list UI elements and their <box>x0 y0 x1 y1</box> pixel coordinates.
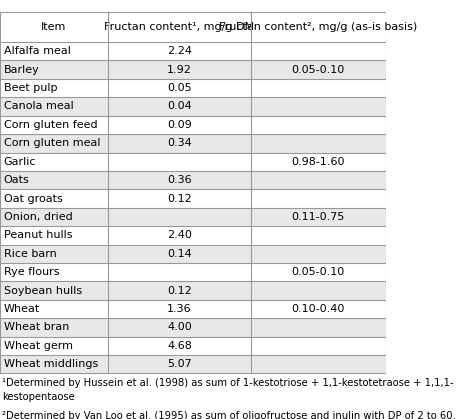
Text: 0.14: 0.14 <box>167 249 192 259</box>
Text: 2.40: 2.40 <box>167 230 192 241</box>
Bar <box>0 134 386 153</box>
Text: Garlic: Garlic <box>4 157 36 167</box>
Bar <box>0 300 386 318</box>
Bar <box>0 79 386 97</box>
Text: 1.36: 1.36 <box>167 304 191 314</box>
Text: Wheat: Wheat <box>4 304 40 314</box>
Text: Oats: Oats <box>4 175 29 185</box>
Text: Peanut hulls: Peanut hulls <box>4 230 73 241</box>
Text: 0.09: 0.09 <box>167 120 192 130</box>
Text: 0.34: 0.34 <box>167 138 192 148</box>
Bar <box>0 318 386 336</box>
Bar <box>0 336 386 355</box>
Text: Wheat middlings: Wheat middlings <box>4 359 98 369</box>
Text: 0.98-1.60: 0.98-1.60 <box>292 157 345 167</box>
Bar <box>0 245 386 263</box>
Text: Canola meal: Canola meal <box>4 101 73 111</box>
Text: Item: Item <box>41 22 67 32</box>
Bar <box>0 208 386 226</box>
Bar <box>0 42 386 60</box>
Text: 0.05: 0.05 <box>167 83 191 93</box>
Bar <box>0 263 386 282</box>
Bar <box>0 12 386 42</box>
Text: 4.00: 4.00 <box>167 323 192 332</box>
Text: 0.05-0.10: 0.05-0.10 <box>292 267 345 277</box>
Text: Beet pulp: Beet pulp <box>4 83 57 93</box>
Bar <box>0 153 386 171</box>
Text: 1.92: 1.92 <box>167 65 192 75</box>
Text: 0.11-0.75: 0.11-0.75 <box>292 212 345 222</box>
Text: Fructan content¹, mg/g DM: Fructan content¹, mg/g DM <box>104 22 255 32</box>
Text: ¹Determined by Hussein et al. (1998) as sum of 1-kestotriose + 1,1-kestotetraose: ¹Determined by Hussein et al. (1998) as … <box>2 378 454 402</box>
Text: 0.10-0.40: 0.10-0.40 <box>292 304 345 314</box>
Text: Rye flours: Rye flours <box>4 267 59 277</box>
Text: Soybean hulls: Soybean hulls <box>4 286 82 296</box>
Bar <box>0 226 386 245</box>
Bar <box>0 116 386 134</box>
Bar <box>0 97 386 116</box>
Bar <box>0 355 386 373</box>
Text: Wheat bran: Wheat bran <box>4 323 69 332</box>
Text: Barley: Barley <box>4 65 40 75</box>
Text: Oat groats: Oat groats <box>4 194 63 204</box>
Bar <box>0 189 386 208</box>
Text: 0.05-0.10: 0.05-0.10 <box>292 65 345 75</box>
Text: 5.07: 5.07 <box>167 359 192 369</box>
Text: Onion, dried: Onion, dried <box>4 212 73 222</box>
Text: Alfalfa meal: Alfalfa meal <box>4 46 71 56</box>
Text: Corn gluten feed: Corn gluten feed <box>4 120 98 130</box>
Bar <box>0 282 386 300</box>
Text: 0.12: 0.12 <box>167 194 192 204</box>
Text: 2.24: 2.24 <box>167 46 192 56</box>
Text: Fructan content², mg/g (as-is basis): Fructan content², mg/g (as-is basis) <box>219 22 418 32</box>
Text: ²Determined by Van Loo et al. (1995) as sum of oligofructose and inulin with DP : ²Determined by Van Loo et al. (1995) as … <box>2 411 456 419</box>
Text: Wheat germ: Wheat germ <box>4 341 73 351</box>
Bar <box>0 60 386 79</box>
Text: Corn gluten meal: Corn gluten meal <box>4 138 100 148</box>
Text: 4.68: 4.68 <box>167 341 192 351</box>
Text: 0.04: 0.04 <box>167 101 192 111</box>
Text: 0.12: 0.12 <box>167 286 192 296</box>
Bar <box>0 171 386 189</box>
Text: 0.36: 0.36 <box>167 175 191 185</box>
Text: Rice barn: Rice barn <box>4 249 56 259</box>
